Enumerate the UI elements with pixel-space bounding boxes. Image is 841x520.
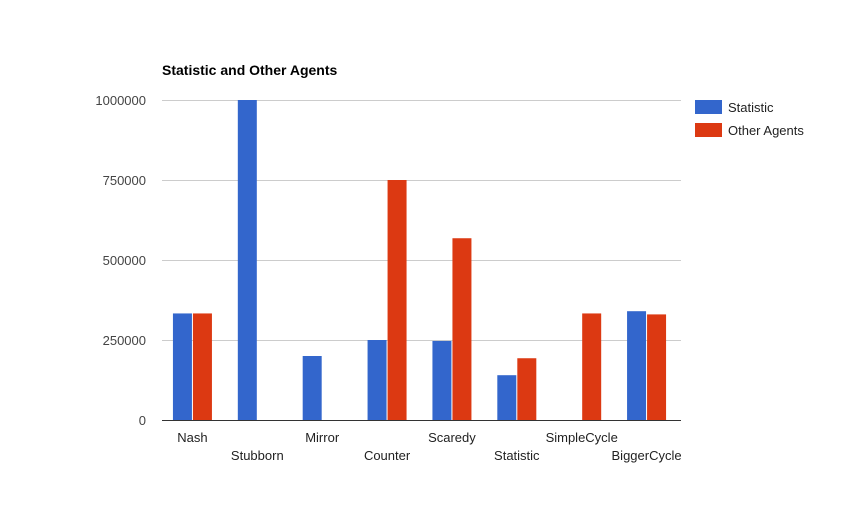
y-tick-label: 750000 <box>103 173 146 188</box>
y-tick-label: 1000000 <box>95 93 146 108</box>
y-tick-label: 500000 <box>103 253 146 268</box>
x-category-label: Mirror <box>305 430 340 445</box>
bars <box>172 100 667 420</box>
legend-swatch <box>695 123 722 137</box>
x-category-label: BiggerCycle <box>612 448 682 463</box>
x-category-label: Counter <box>364 448 411 463</box>
x-category-label: Stubborn <box>231 448 284 463</box>
legend: Statistic Other Agents <box>695 100 804 138</box>
bar-other-agents-simplecycle <box>582 313 602 420</box>
chart-title: Statistic and Other Agents <box>162 62 338 78</box>
x-category-label: SimpleCycle <box>546 430 618 445</box>
bar-statistic-counter <box>367 340 387 420</box>
bar-other-agents-counter <box>387 180 407 420</box>
x-category-label: Scaredy <box>428 430 476 445</box>
bar-statistic-stubborn <box>237 100 257 420</box>
bar-other-agents-nash <box>192 313 212 420</box>
legend-swatch <box>695 100 722 114</box>
y-axis-tick-labels: 0 250000 500000 750000 1000000 <box>95 93 146 428</box>
bar-statistic-nash <box>172 313 192 420</box>
x-category-label: Nash <box>177 430 207 445</box>
y-tick-label: 0 <box>139 413 146 428</box>
y-tick-label: 250000 <box>103 333 146 348</box>
bar-other-agents-statistic <box>517 358 537 420</box>
bar-statistic-statistic <box>497 375 517 420</box>
bar-statistic-scaredy <box>432 340 452 420</box>
bar-other-agents-biggercycle <box>647 314 667 420</box>
bar-statistic-biggercycle <box>627 311 647 420</box>
x-axis-category-labels: Nash Stubborn Mirror Counter Scaredy Statisti… <box>177 430 681 463</box>
x-category-label: Statistic <box>494 448 540 463</box>
bar-other-agents-scaredy <box>452 238 472 420</box>
legend-label: Statistic <box>728 100 774 115</box>
legend-label: Other Agents <box>728 123 804 138</box>
bar-statistic-mirror <box>302 356 322 420</box>
